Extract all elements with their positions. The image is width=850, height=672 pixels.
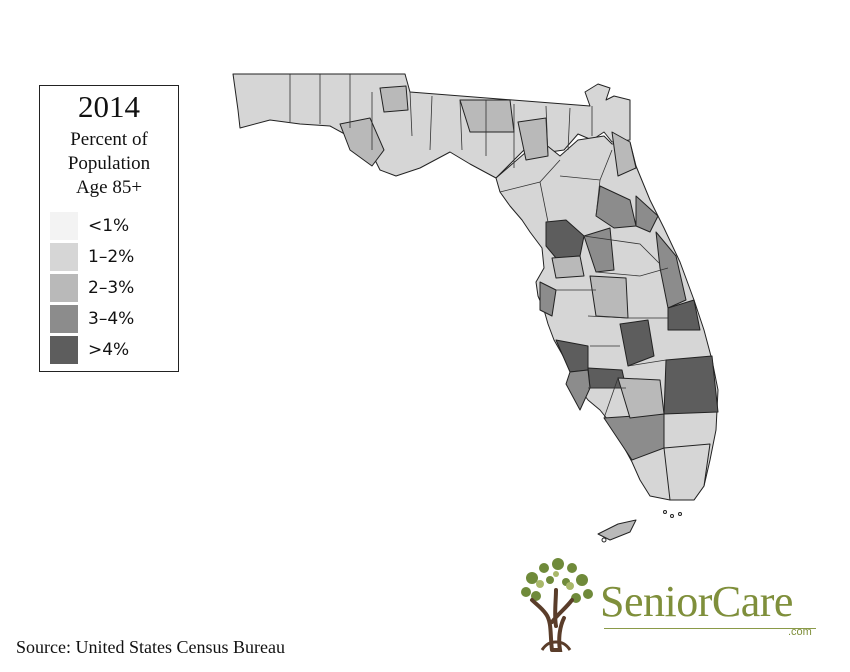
source-note: Source: United States Census Bureau: [16, 637, 285, 657]
key: [678, 512, 682, 516]
legend-item: 3–4%: [50, 305, 175, 333]
brand-underline: [604, 628, 816, 629]
legend-item: <1%: [50, 212, 175, 240]
legend-swatch: [50, 243, 78, 271]
legend-year: 2014: [78, 89, 140, 124]
county: [635, 195, 659, 233]
legend: 2014 Percent of Population Age 85+ <1% 1…: [39, 85, 179, 372]
legend-title-line: Percent of: [70, 129, 148, 150]
county: [655, 231, 687, 309]
county: [663, 355, 719, 415]
county: [539, 281, 557, 317]
legend-swatch: [50, 274, 78, 302]
county: [589, 275, 629, 319]
legend-item: 2–3%: [50, 274, 175, 302]
key: [670, 514, 674, 518]
legend-label: 1–2%: [88, 247, 135, 267]
county: [619, 319, 655, 367]
legend-swatch: [50, 305, 78, 333]
county: [617, 377, 665, 419]
key: [601, 537, 607, 543]
county: [517, 117, 549, 161]
legend-label: >4%: [88, 340, 130, 360]
county: [551, 255, 585, 279]
legend-label: <1%: [88, 216, 130, 236]
county: [611, 131, 637, 177]
keys: [597, 519, 637, 541]
legend-item: 1–2%: [50, 243, 175, 271]
legend-label: 3–4%: [88, 309, 135, 329]
county: [459, 99, 515, 133]
brand-name: SeniorCare: [600, 577, 793, 626]
legend-item: >4%: [50, 336, 175, 364]
legend-swatch: [50, 336, 78, 364]
county: [565, 369, 591, 411]
legend-title: Percent of Population Age 85+: [40, 128, 178, 200]
key: [663, 510, 667, 514]
brand-suffix: .com: [788, 626, 812, 638]
county: [663, 443, 711, 501]
county: [339, 117, 385, 167]
legend-title-line: Population: [67, 153, 151, 174]
legend-title-line: Age 85+: [75, 177, 143, 198]
legend-swatch: [50, 212, 78, 240]
legend-label: 2–3%: [88, 278, 135, 298]
county: [667, 299, 701, 331]
county: [379, 85, 409, 113]
county: [555, 339, 589, 373]
tree-icon: [521, 558, 593, 652]
